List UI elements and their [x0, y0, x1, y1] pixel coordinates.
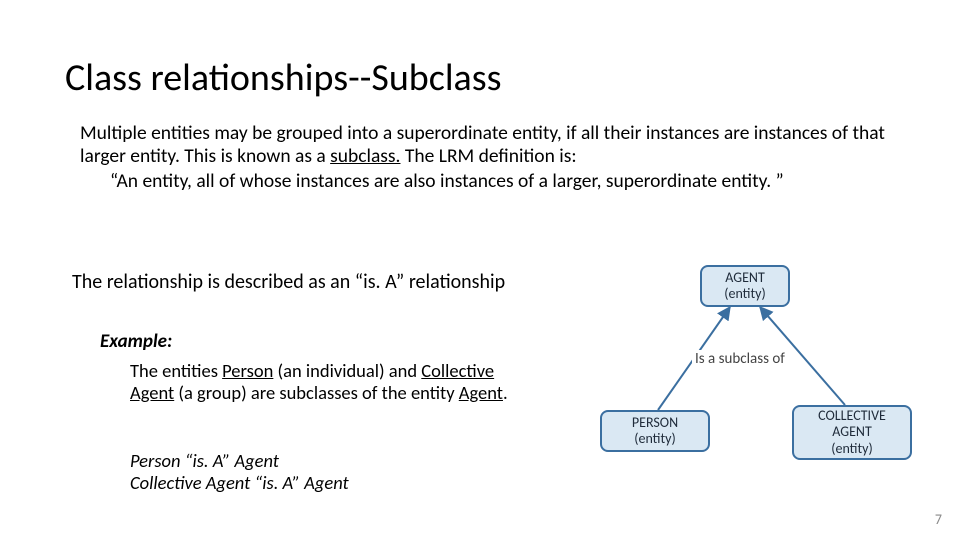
- node-coll-label3: (entity): [831, 441, 873, 457]
- para-tail: The LRM definition is:: [400, 144, 576, 168]
- edge-label: Is a subclass of: [692, 350, 788, 368]
- example-label: Example:: [100, 330, 172, 353]
- node-person-label1: PERSON: [632, 415, 678, 431]
- node-person-label2: (entity): [634, 431, 676, 447]
- subclass-term: subclass.: [330, 144, 400, 168]
- example-person: Person: [222, 359, 273, 382]
- example-mid1: (an individual) and: [273, 359, 421, 382]
- node-coll-label1: COLLECTIVE: [818, 408, 886, 424]
- definition-quote: “An entity, all of whose instances are a…: [110, 170, 890, 193]
- node-collective-agent: COLLECTIVE AGENT (entity): [792, 405, 912, 460]
- slide: Class relationships--Subclass Multiple e…: [0, 0, 960, 540]
- page-title: Class relationships--Subclass: [65, 55, 501, 101]
- subclass-diagram: Is a subclass of AGENT (entity) PERSON (…: [580, 265, 940, 475]
- isa-line-2: Collective Agent “is. A” Agent: [130, 472, 349, 494]
- isa-line-1: Person “is. A” Agent: [130, 450, 349, 472]
- node-person: PERSON (entity): [600, 410, 710, 452]
- relationship-line: The relationship is described as an “is.…: [72, 270, 505, 294]
- node-agent-label1: AGENT: [725, 270, 765, 286]
- definition-paragraph: Multiple entities may be grouped into a …: [80, 122, 890, 193]
- example-agent: Agent: [459, 381, 503, 404]
- node-coll-label2: AGENT: [832, 424, 872, 440]
- example-body: The entities Person (an individual) and …: [130, 360, 520, 404]
- node-agent-label2: (entity): [724, 286, 766, 302]
- isa-lines: Person “is. A” Agent Collective Agent “i…: [130, 450, 349, 494]
- page-number: 7: [935, 511, 942, 528]
- example-end: .: [503, 381, 508, 404]
- node-agent: AGENT (entity): [700, 265, 790, 307]
- example-mid2: (a group) are subclasses of the entity: [174, 381, 459, 404]
- example-pre: The entities: [130, 359, 222, 382]
